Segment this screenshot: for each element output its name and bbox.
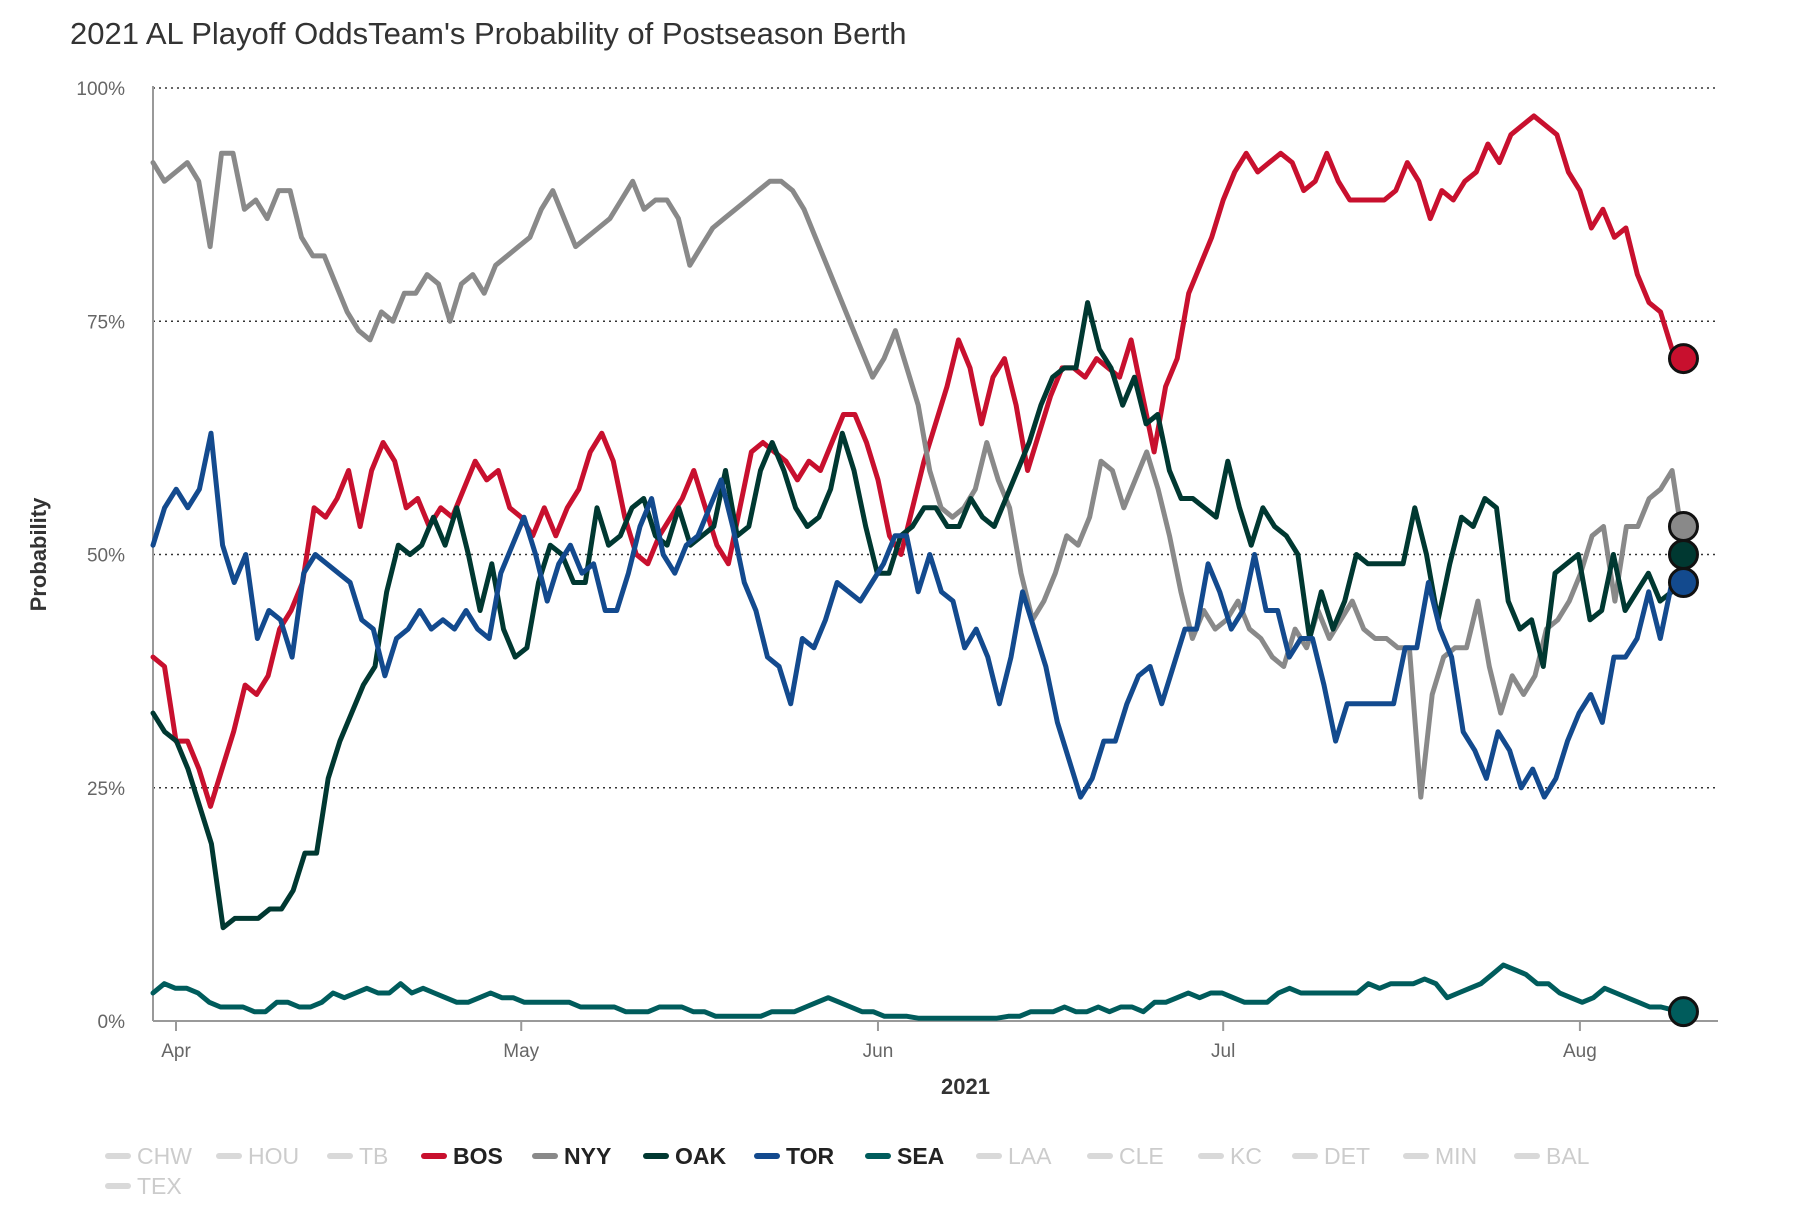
- legend-item-bos: BOS: [421, 1143, 503, 1169]
- legend-label: LAA: [1008, 1143, 1052, 1169]
- legend-label: TEX: [137, 1173, 182, 1199]
- legend-item-kc: KC: [1198, 1143, 1262, 1169]
- legend-label: HOU: [248, 1143, 299, 1169]
- legend-label: MIN: [1435, 1143, 1477, 1169]
- legend-label: BAL: [1546, 1143, 1590, 1169]
- legend: CHW HOU TB BOS NYY OAK TOR SEA LAA CLE KC DET MIN BAL…: [105, 1143, 1590, 1199]
- legend-item-bal: BAL: [1514, 1143, 1590, 1169]
- x-axis-title: 2021: [941, 1074, 990, 1099]
- legend-label: DET: [1324, 1143, 1370, 1169]
- legend-item-tex: TEX: [105, 1173, 182, 1199]
- series-line-sea: [150, 962, 1686, 1021]
- y-tick-label: 100%: [76, 79, 125, 100]
- legend-item-tb: TB: [327, 1143, 388, 1169]
- legend-item-chw: CHW: [105, 1143, 192, 1169]
- legend-item-det: DET: [1292, 1143, 1370, 1169]
- x-tick-label: Jun: [863, 1041, 894, 1062]
- y-tick-label: 25%: [87, 779, 125, 800]
- endpoint-sea: [1667, 996, 1699, 1028]
- legend-label: CLE: [1119, 1143, 1164, 1169]
- x-tick-label: Aug: [1563, 1041, 1597, 1062]
- chart-subtitle: Team's Probability of Postseason Berth: [368, 16, 907, 51]
- legend-label: CHW: [137, 1143, 192, 1169]
- y-tick-label: 50%: [87, 546, 125, 567]
- series-line-tor: [150, 430, 1686, 800]
- y-axis-title: Probability: [26, 497, 51, 611]
- x-tick-label: Jul: [1211, 1041, 1235, 1062]
- legend-label: KC: [1230, 1143, 1262, 1169]
- legend-label: TOR: [786, 1143, 835, 1169]
- x-tick-label: May: [503, 1041, 539, 1062]
- series-line-oak: [150, 300, 1686, 931]
- legend-item-sea: SEA: [865, 1143, 944, 1169]
- series-line-nyy: [150, 150, 1686, 800]
- legend-item-hou: HOU: [216, 1143, 299, 1169]
- gridlines: [153, 87, 1718, 789]
- endpoint-oak: [1667, 539, 1699, 570]
- legend-label: NYY: [564, 1143, 611, 1169]
- legend-item-laa: LAA: [976, 1143, 1052, 1169]
- endpoint-nyy: [1667, 511, 1699, 543]
- y-tick-label: 75%: [87, 312, 125, 333]
- legend-label: TB: [359, 1143, 388, 1169]
- legend-label: OAK: [675, 1143, 727, 1169]
- axes: 0% 25% 50% 75% 100% Apr May Jun Jul Aug 2021 Probab…: [26, 79, 1718, 1099]
- legend-item-oak: OAK: [643, 1143, 727, 1169]
- legend-item-cle: CLE: [1087, 1143, 1164, 1169]
- chart-title: 2021 AL Playoff OddsTeam's Probability o…: [70, 16, 907, 52]
- legend-label: SEA: [897, 1143, 944, 1169]
- series-line-bos: [150, 113, 1686, 809]
- legend-item-tor: TOR: [754, 1143, 835, 1169]
- chart-title-text: 2021 AL Playoff Odds: [70, 16, 369, 51]
- legend-label: BOS: [453, 1143, 503, 1169]
- x-tick-label: Apr: [161, 1041, 191, 1062]
- y-tick-label: 0%: [98, 1012, 126, 1033]
- series-lines: [150, 113, 1686, 1021]
- endpoint-tor: [1667, 566, 1699, 598]
- legend-item-min: MIN: [1403, 1143, 1477, 1169]
- endpoint-markers: [1667, 343, 1699, 1028]
- legend-item-nyy: NYY: [532, 1143, 611, 1169]
- endpoint-bos: [1667, 343, 1699, 375]
